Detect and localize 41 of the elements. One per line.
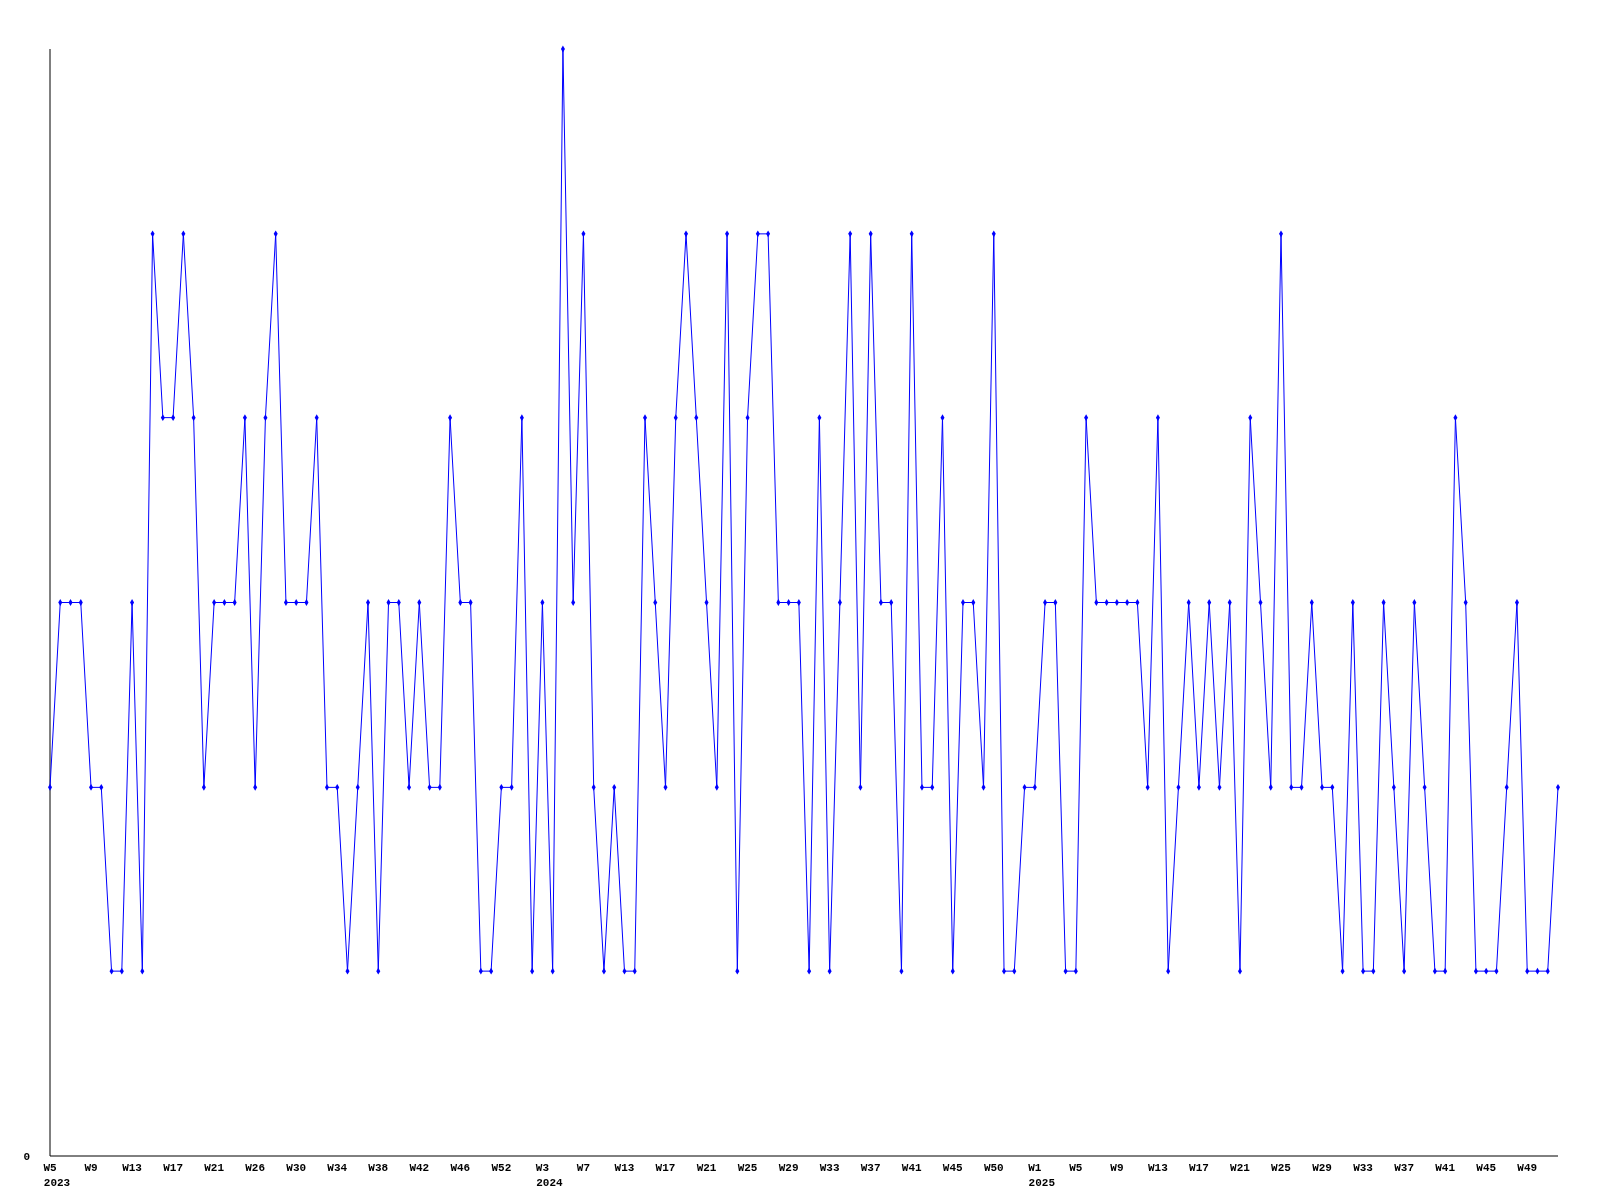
x-tick-label: W37 (1394, 1162, 1415, 1174)
x-tick-label: W38 (368, 1162, 389, 1174)
x-tick-label: W33 (819, 1162, 840, 1174)
x-tick-label: W17 (1189, 1162, 1209, 1174)
x-tick-label: W3 (535, 1162, 550, 1174)
x-tick-label: W7 (576, 1162, 591, 1174)
x-tick-label: W26 (245, 1162, 266, 1174)
x-tick-label: W25 (1271, 1162, 1292, 1174)
x-tick-label: W49 (1517, 1162, 1538, 1174)
x-tick-label: W13 (122, 1162, 143, 1174)
x-tick-label: W29 (1312, 1162, 1332, 1174)
x-tick-label: W25 (737, 1162, 758, 1174)
x-tick-label: W13 (614, 1162, 635, 1174)
text: 2023 (43, 1177, 71, 1189)
x-tick-label: W33 (1353, 1162, 1374, 1174)
x-tick-label: W13 (1148, 1162, 1169, 1174)
x-tick-label: W17 (163, 1162, 184, 1174)
x-tick-label: W9 (84, 1162, 98, 1174)
x-tick-label: W9 (1110, 1162, 1124, 1174)
x-tick-label: W5 (43, 1162, 57, 1174)
x-tick-label: W5 (1069, 1162, 1083, 1174)
x-tick-label: W21 (1230, 1162, 1251, 1174)
x-tick-label: W46 (450, 1162, 471, 1174)
x-tick-label: W41 (1435, 1162, 1456, 1174)
x-tick-label: W50 (983, 1162, 1004, 1174)
x-tick-label: W17 (655, 1162, 676, 1174)
x-tick-label: W21 (696, 1162, 717, 1174)
x-tick-label: W41 (901, 1162, 923, 1174)
x-tick-label: W1 (1028, 1162, 1042, 1174)
x-tick-label: W37 (860, 1162, 881, 1174)
text: 0 (23, 1151, 30, 1163)
x-tick-label: W30 (286, 1162, 307, 1174)
x-tick-label: W52 (491, 1162, 512, 1174)
x-tick-label: W34 (327, 1162, 348, 1174)
x-tick-label: W45 (1476, 1162, 1497, 1174)
x-tick-label: W42 (409, 1162, 430, 1174)
x-tick-label: W21 (204, 1162, 225, 1174)
x-tick-label: W29 (778, 1162, 799, 1174)
text: 2024 (536, 1177, 564, 1189)
text: 2025 (1028, 1177, 1056, 1189)
x-tick-label: W45 (942, 1162, 964, 1174)
